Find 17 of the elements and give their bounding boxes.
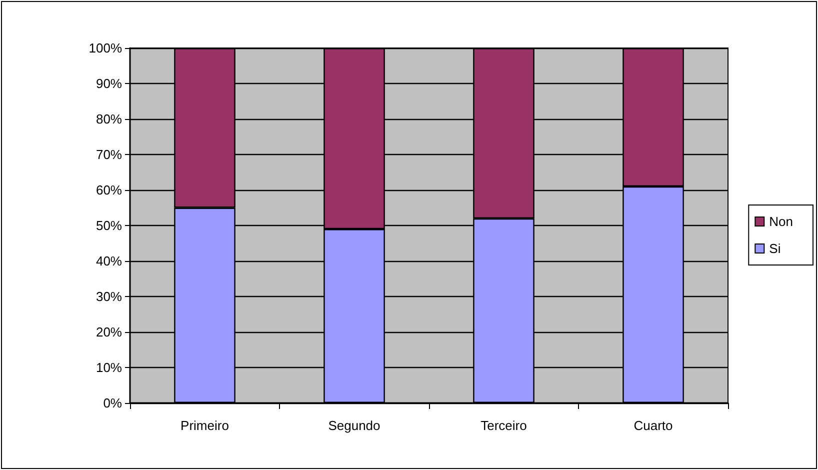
legend-label: Si: [769, 241, 781, 256]
x-tick-label: Segundo: [328, 418, 380, 433]
y-tick-label: 0%: [103, 396, 122, 410]
legend-label: Non: [769, 214, 794, 229]
y-tick-label: 10%: [96, 360, 122, 375]
y-tick-label: 30%: [96, 289, 122, 304]
x-tick-label: Terceiro: [480, 418, 527, 433]
y-tick-label: 70%: [96, 147, 122, 162]
y-tick-label: 50%: [96, 218, 122, 233]
x-tick-label: Cuarto: [634, 418, 673, 433]
y-tick-label: 60%: [96, 182, 122, 198]
x-tick-label: Primeiro: [180, 418, 229, 433]
y-tick-label: 20%: [96, 324, 122, 340]
y-tick-label: 80%: [96, 112, 122, 126]
y-tick-label: 100%: [88, 40, 122, 56]
y-tick-label: 90%: [96, 76, 122, 91]
y-tick-label: 40%: [96, 254, 122, 268]
